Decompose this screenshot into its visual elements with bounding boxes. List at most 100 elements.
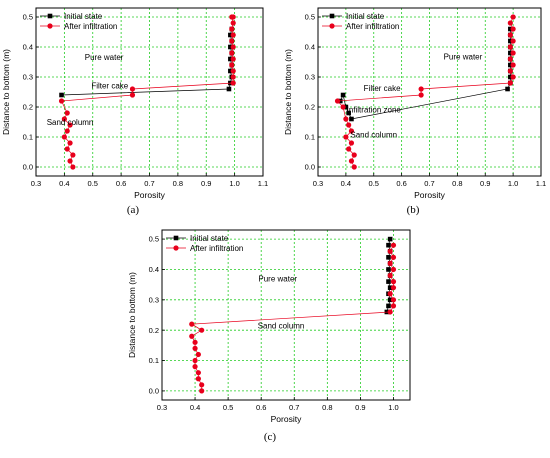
plot-frame xyxy=(35,7,264,177)
y-tick-label: 0.0 xyxy=(23,163,33,172)
data-point-after-infiltration xyxy=(229,38,235,44)
x-tick-label: 0.5 xyxy=(369,179,379,188)
x-tick-label: 1.1 xyxy=(258,179,268,188)
annotation-label: Filter cake xyxy=(91,81,128,90)
data-point-after-infiltration xyxy=(195,376,201,382)
x-tick-label: 0.3 xyxy=(313,179,323,188)
data-point-after-infiltration xyxy=(510,38,516,44)
y-tick-label: 0.5 xyxy=(305,13,315,22)
data-point-after-infiltration xyxy=(390,266,397,273)
x-tick-label: 0.8 xyxy=(322,403,332,412)
data-point-initial-state xyxy=(386,267,391,272)
data-point-initial-state xyxy=(59,92,64,98)
data-point-after-infiltration xyxy=(507,56,513,62)
y-tick-label: 0.3 xyxy=(305,73,315,82)
x-tick-label: 0.9 xyxy=(201,179,211,188)
data-point-after-infiltration xyxy=(67,140,73,146)
legend-marker-circle xyxy=(173,245,179,251)
data-point-after-infiltration xyxy=(390,242,397,248)
y-tick-label: 0.2 xyxy=(305,103,315,112)
legend-marker-square xyxy=(173,235,179,241)
y-tick-label: 0.0 xyxy=(149,386,159,395)
y-tick-label: 0.4 xyxy=(149,265,159,274)
data-point-after-infiltration xyxy=(229,26,235,32)
x-tick-label: 0.7 xyxy=(144,179,154,188)
x-tick-label: 0.8 xyxy=(173,179,183,188)
data-point-after-infiltration xyxy=(64,110,70,116)
plot-frame xyxy=(317,7,542,177)
y-axis-title: Distance to bottom (m) xyxy=(283,49,293,135)
data-point-after-infiltration xyxy=(67,158,73,164)
data-point-initial-state xyxy=(228,68,233,74)
data-point-after-infiltration xyxy=(192,357,198,364)
data-point-after-infiltration xyxy=(230,74,236,80)
series-line-initial-state xyxy=(339,29,511,120)
legend-label: Initial state xyxy=(64,12,103,21)
chart-panel-2: 0.3 0.4 0.5 0.6 0.7 0.8 0.9 1.0 1.1 0.0 0.1 0.2 0.3 0… xyxy=(283,7,546,216)
x-tick-label: 0.4 xyxy=(59,179,69,188)
data-point-after-infiltration xyxy=(192,364,198,370)
data-point-after-infiltration xyxy=(67,122,73,128)
legend-label: Initial state xyxy=(346,12,385,21)
data-point-after-infiltration xyxy=(390,303,397,309)
legend-marker-circle xyxy=(47,23,53,29)
data-point-after-infiltration xyxy=(229,50,235,56)
data-point-after-infiltration xyxy=(230,32,236,38)
x-tick-label: 0.5 xyxy=(88,179,98,188)
annotation-label: Sand column xyxy=(258,322,305,331)
data-point-initial-state xyxy=(508,62,513,68)
x-tick-label: 0.9 xyxy=(480,179,490,188)
data-point-after-infiltration xyxy=(387,291,393,297)
data-point-after-infiltration xyxy=(129,92,136,98)
data-point-after-infiltration xyxy=(199,388,205,394)
x-tick-label: 0.4 xyxy=(341,179,351,188)
data-point-initial-state xyxy=(343,104,349,110)
data-point-initial-state xyxy=(387,297,393,303)
data-point-after-infiltration xyxy=(510,62,516,68)
annotation-label: Infiltration zone xyxy=(347,105,402,114)
annotation-label: Sand column xyxy=(350,131,397,140)
x-tick-label: 0.8 xyxy=(452,179,462,188)
data-point-initial-state xyxy=(508,50,513,56)
data-point-after-infiltration xyxy=(195,351,201,358)
y-tick-label: 0.4 xyxy=(305,43,315,52)
data-point-initial-state xyxy=(386,255,391,260)
y-tick-label: 0.2 xyxy=(23,103,33,112)
x-axis-title: Porosity xyxy=(271,414,302,424)
data-point-after-infiltration xyxy=(348,158,355,164)
data-point-after-infiltration xyxy=(343,116,349,122)
annotation-label: Pure water xyxy=(444,53,483,62)
x-tick-label: 0.6 xyxy=(256,403,266,412)
data-point-initial-state xyxy=(228,44,233,50)
x-tick-label: 1.0 xyxy=(229,179,239,188)
data-point-after-infiltration xyxy=(58,98,65,104)
data-point-after-infiltration xyxy=(64,146,70,152)
panel-label: (c) xyxy=(264,431,277,443)
annotation-label: Pure water xyxy=(85,53,124,62)
annotation-label: Pure water xyxy=(258,275,297,284)
data-point-after-infiltration xyxy=(348,140,355,146)
x-tick-label: 0.3 xyxy=(157,403,167,412)
data-point-after-infiltration xyxy=(390,285,397,291)
x-tick-label: 0.6 xyxy=(116,179,126,188)
data-point-initial-state xyxy=(508,38,513,44)
data-point-after-infiltration xyxy=(507,80,513,86)
data-point-after-infiltration xyxy=(507,44,513,50)
panel-label: (b) xyxy=(407,204,420,216)
x-tick-label: 0.9 xyxy=(355,403,365,412)
data-point-initial-state xyxy=(340,92,346,98)
data-point-after-infiltration xyxy=(189,333,195,339)
data-point-after-infiltration xyxy=(340,104,346,110)
x-tick-label: 0.7 xyxy=(424,179,434,188)
data-point-initial-state xyxy=(386,279,391,284)
x-tick-label: 0.5 xyxy=(223,403,233,412)
data-point-after-infiltration xyxy=(61,134,67,140)
data-point-after-infiltration xyxy=(387,272,393,279)
legend-marker-circle xyxy=(329,23,335,29)
data-point-initial-state xyxy=(387,285,393,290)
data-point-after-infiltration xyxy=(343,134,349,140)
x-tick-label: 1.0 xyxy=(508,179,518,188)
